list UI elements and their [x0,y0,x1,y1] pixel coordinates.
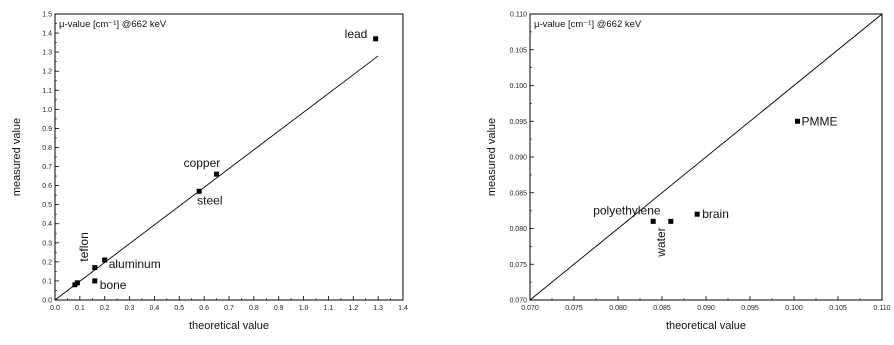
y-tick-label: 1.4 [42,31,52,38]
y-tick-label: 0.5 [42,202,52,209]
x-tick-label: 0.3 [125,305,135,312]
y-tick-label: 0.0 [42,298,52,305]
data-point [668,218,674,224]
y-tick-label: 0.095 [509,119,527,126]
data-point [196,188,202,194]
x-tick-label: 0.5 [174,305,184,312]
data-point [694,211,700,217]
x-tick-label: 0.6 [199,305,209,312]
y-tick-label: 0.075 [509,262,527,269]
data-point [92,265,98,271]
y-tick-label: 0.080 [509,226,527,233]
y-tick-label: 0.1 [42,278,52,285]
x-axis-label: theoretical value [189,320,269,332]
y-tick-label: 0.3 [42,240,52,247]
chart-panel-2: 0.070 0.075 0.080 0.085 0.090 0.095 0.100 0.105… [486,12,891,333]
x-tick-label: 0.9 [274,305,284,312]
reference-line [529,13,883,301]
x-tick-label: 1.0 [299,305,309,312]
x-tick-label: 0.075 [565,305,583,312]
x-tick-label: 0.8 [249,305,259,312]
point-label: water [654,227,668,257]
y-tick-label: 1.2 [42,69,52,76]
x-axis-label: theoretical value [666,320,746,332]
x-tick-label: 0.110 [874,305,891,312]
x-tick-label: 0.7 [224,305,234,312]
reference-line [54,55,379,301]
data-point [214,171,220,177]
x-tick-label: 0.2 [100,305,110,312]
x-tick-label: 0.095 [741,305,759,312]
y-axis-label: measured value [11,118,23,196]
y-tick-label: 0.9 [42,126,52,133]
y-tick-label: 0.7 [42,164,52,171]
point-label: aluminum [109,257,161,271]
x-tick-label: 1.3 [373,305,383,312]
y-tick-label: 0.100 [509,83,527,90]
point-label: brain [702,207,729,221]
x-tick-label: 0.100 [785,305,803,312]
plot-frame [54,13,404,301]
y-tick-label: 0.6 [42,183,52,190]
data-point [650,218,656,224]
y-tick-label: 0.110 [510,12,527,19]
y-tick-label: 1.5 [42,12,52,19]
x-tick-label: 0.085 [653,305,671,312]
y-tick-label: 1.0 [42,107,52,114]
point-label: PMME [802,114,838,128]
plot-annotation: μ-value [cm⁻¹] @662 keV [534,19,642,30]
x-tick-label: 0.4 [150,305,160,312]
y-tick-label: 1.1 [42,88,52,95]
x-tick-label: 0.090 [697,305,715,312]
chart-panel-1: 0.0 0.1 0.2 0.3 0.4 0.5 0.6 0.7 0.8 0.9 1.0 1.1 1.2 1… [11,12,408,333]
point-label: teflon [77,232,91,261]
point-label: polyethylene [593,203,661,217]
x-tick-label: 1.4 [398,305,408,312]
y-axis-label: measured value [486,118,498,196]
y-tick-label: 0.070 [509,298,527,305]
plot-annotation: μ-value [cm⁻¹] @662 keV [59,19,167,30]
y-tick-label: 0.090 [509,155,527,162]
data-point [72,282,78,288]
x-tick-label: 1.2 [348,305,358,312]
y-tick-label: 1.3 [42,50,52,57]
x-tick-label: 0.0 [50,305,60,312]
x-tick-label: 1.1 [324,305,334,312]
data-point [92,278,98,284]
x-tick-label: 0.080 [609,305,627,312]
data-point [795,118,801,124]
y-tick-label: 0.105 [509,47,527,54]
point-label: bone [100,278,127,292]
point-label: lead [345,27,368,41]
y-tick-label: 0.085 [509,190,527,197]
y-tick-label: 0.8 [42,145,52,152]
point-label: copper [184,156,221,170]
x-tick-label: 0.070 [521,305,539,312]
y-tick-label: 0.4 [42,221,52,228]
x-tick-label: 0.1 [75,305,85,312]
data-point [102,257,108,263]
point-label: steel [197,193,222,207]
x-tick-label: 0.105 [829,305,847,312]
data-point [373,36,379,42]
y-tick-label: 0.2 [42,259,52,266]
